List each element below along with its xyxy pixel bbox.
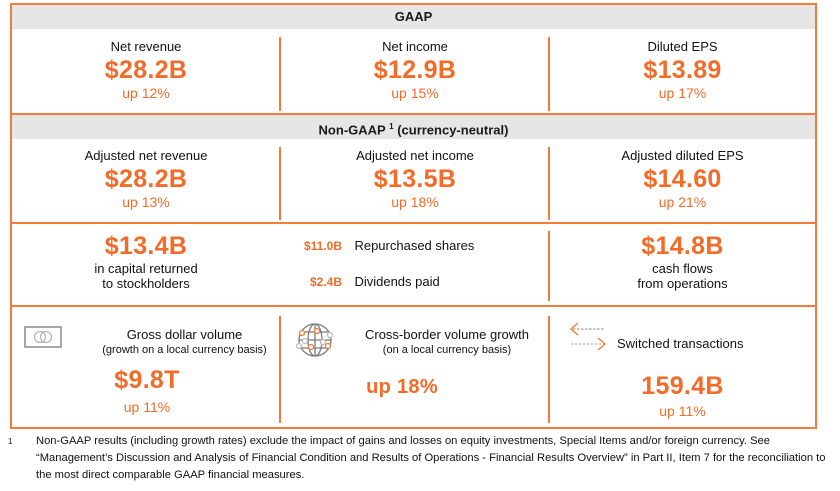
gaap-header: GAAP [12, 5, 815, 29]
metric-label: Diluted EPS [647, 39, 718, 54]
capital-returned-label-1: in capital returned [94, 261, 198, 276]
switched-label: Switched transactions [617, 336, 744, 351]
metric-label: Net revenue [110, 39, 182, 54]
cash-flows-label-2: from operations [637, 276, 728, 291]
switched-values: 159.4B up 11% [550, 371, 815, 420]
cross-border-values: up 18% [342, 372, 462, 402]
switched-value: 159.4B [641, 372, 724, 400]
divider [548, 37, 550, 111]
gaap-net-revenue: Net revenue $28.2B up 12% [12, 39, 280, 102]
cross-border-label: Cross-border volume growth [364, 327, 529, 342]
divider [279, 147, 281, 220]
divider [12, 113, 815, 115]
capital-returned-label-2: to stockholders [102, 276, 190, 291]
divider [12, 305, 815, 307]
gdv-labels: Gross dollar volume (growth on a local c… [92, 327, 277, 357]
metric-growth: up 12% [122, 85, 170, 101]
capital-returned: $13.4B in capital returned to stockholde… [12, 231, 280, 291]
breakdown-value: $11.0B [303, 239, 342, 253]
gdv-value: $9.8T [114, 366, 180, 394]
adjusted-net-revenue: Adjusted net revenue $28.2B up 13% [12, 148, 280, 211]
divider [12, 222, 815, 224]
gdv-growth: up 11% [123, 399, 171, 415]
switched-labels: Switched transactions [617, 336, 787, 352]
metric-growth: up 18% [391, 194, 439, 210]
exchange-arrows-icon [568, 321, 610, 353]
metric-label: Adjusted net income [356, 148, 474, 163]
breakdown-label: Repurchased shares [354, 238, 475, 253]
globe-icon [295, 320, 335, 360]
non-gaap-header-qualifier: (currency-neutral) [397, 122, 509, 138]
switched-growth: up 11% [659, 403, 706, 419]
cross-border-sublabel: (on a local currency basis) [382, 344, 512, 356]
cross-border-labels: Cross-border volume growth (on a local c… [352, 327, 542, 357]
gdv-values: $9.8T up 11% [72, 365, 222, 416]
breakdown-item-repurchases: $11.0B Repurchased shares [292, 237, 512, 273]
metric-growth: up 17% [658, 85, 707, 101]
gaap-net-income: Net income $12.9B up 15% [281, 39, 549, 102]
metric-label: Adjusted diluted EPS [621, 148, 744, 163]
divider [548, 316, 550, 423]
non-gaap-header: Non-GAAP 1 (currency-neutral) [12, 115, 815, 139]
divider [548, 231, 550, 301]
metric-growth: up 21% [658, 194, 707, 210]
breakdown-value: $2.4B [309, 275, 342, 289]
capital-returned-value: $13.4B [104, 232, 188, 260]
metric-value: $28.2B [104, 165, 188, 193]
metric-value: $13.5B [373, 165, 457, 193]
gdv-label: Gross dollar volume [126, 327, 243, 342]
cash-flows-value: $14.8B [641, 232, 724, 260]
cross-border-value: up 18% [366, 376, 438, 398]
footnote-ref: 1 [389, 122, 394, 131]
financial-highlights-table: GAAP Net revenue $28.2B up 12% Net incom… [10, 3, 817, 429]
footnote-marker: 1 [8, 437, 13, 446]
metric-value: $14.60 [643, 165, 722, 193]
divider [548, 147, 550, 220]
non-gaap-header-title: Non-GAAP [318, 122, 386, 138]
metric-value: $28.2B [104, 56, 188, 84]
cash-flows-label-1: cash flows [652, 261, 713, 276]
cash-flows: $14.8B cash flows from operations [550, 231, 815, 291]
gdv-sublabel: (growth on a local currency basis) [102, 344, 267, 356]
divider [279, 316, 281, 423]
breakdown-item-dividends: $2.4B Dividends paid [292, 273, 512, 293]
adjusted-diluted-eps: Adjusted diluted EPS $14.60 up 21% [550, 148, 815, 211]
metric-growth: up 13% [122, 194, 170, 210]
card-icon [24, 326, 62, 348]
metric-growth: up 15% [391, 85, 439, 101]
adjusted-net-income: Adjusted net income $13.5B up 18% [281, 148, 549, 211]
footnote-text: Non-GAAP results (including growth rates… [36, 435, 826, 481]
capital-breakdown: $11.0B Repurchased shares $2.4B Dividend… [292, 237, 512, 293]
metric-value: $12.9B [373, 56, 457, 84]
metric-label: Adjusted net revenue [84, 148, 208, 163]
metric-label: Net income [382, 39, 448, 54]
breakdown-label: Dividends paid [354, 274, 440, 289]
metric-value: $13.89 [643, 56, 722, 84]
gaap-diluted-eps: Diluted EPS $13.89 up 17% [550, 39, 815, 102]
divider [279, 37, 281, 111]
